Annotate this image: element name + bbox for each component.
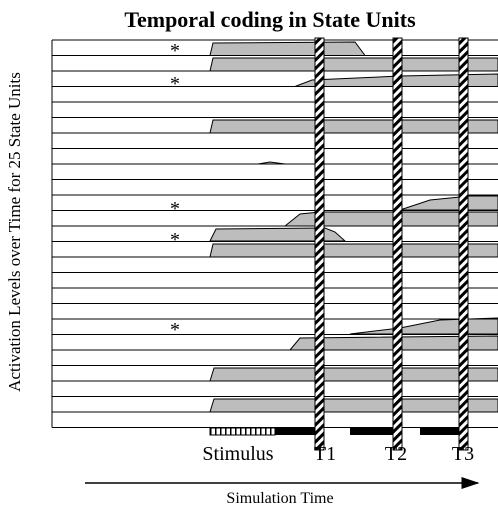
trace	[399, 195, 498, 211]
title: Temporal coding in State Units	[124, 7, 416, 32]
trace	[209, 398, 498, 413]
row-lines	[51, 39, 498, 428]
trace	[209, 41, 366, 56]
probe-bar	[314, 37, 325, 451]
timeline-label: T2	[385, 443, 407, 465]
marker: *	[170, 319, 180, 341]
marker: *	[170, 229, 180, 251]
marker: *	[170, 40, 180, 62]
delay-bar	[350, 428, 393, 435]
x-axis-label: Simulation Time	[226, 490, 333, 507]
trace	[209, 367, 498, 382]
probe-bar	[392, 37, 403, 451]
delay-bar	[420, 428, 459, 435]
trace	[209, 119, 498, 134]
trace	[209, 227, 347, 242]
timeline-label: Stimulus	[202, 443, 273, 465]
trace	[349, 317, 498, 335]
delay-bar	[275, 428, 315, 435]
probe-bar	[458, 37, 469, 451]
timeline-label: T1	[314, 443, 336, 465]
marker: *	[170, 198, 180, 220]
trace	[209, 57, 498, 72]
trace	[209, 243, 498, 258]
marker: *	[170, 73, 180, 95]
activation-traces	[209, 41, 498, 413]
y-axis-label: Activation Levels over Time for 25 State…	[5, 72, 24, 392]
stimulus-bar	[209, 427, 276, 436]
timeline-label: T3	[452, 443, 474, 465]
